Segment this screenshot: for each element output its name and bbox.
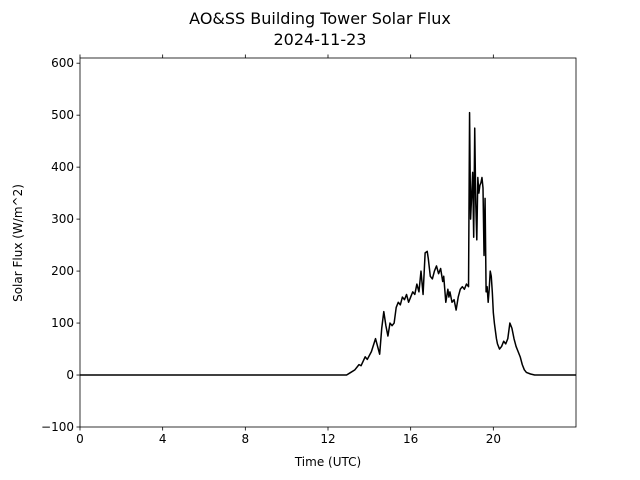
x-axis-label: Time (UTC) xyxy=(294,455,361,469)
x-tick-label: 0 xyxy=(76,432,84,446)
y-tick-label: 400 xyxy=(51,160,74,174)
y-tick-label: 600 xyxy=(51,56,74,70)
chart-subtitle: 2024-11-23 xyxy=(274,30,367,49)
y-tick-label: 100 xyxy=(51,316,74,330)
y-tick-label: 200 xyxy=(51,264,74,278)
x-tick-label: 4 xyxy=(159,432,167,446)
y-tick-label: 500 xyxy=(51,108,74,122)
y-tick-label: 300 xyxy=(51,212,74,226)
x-tick-label: 8 xyxy=(242,432,250,446)
x-tick-label: 16 xyxy=(403,432,418,446)
x-tick-label: 20 xyxy=(486,432,501,446)
y-tick-label: 0 xyxy=(66,368,74,382)
chart-title: AO&SS Building Tower Solar Flux xyxy=(189,9,451,28)
plot-frame xyxy=(79,57,577,428)
y-axis-label: Solar Flux (W/m^2) xyxy=(11,184,25,302)
y-tick-label: −100 xyxy=(41,420,74,434)
x-tick-label: 12 xyxy=(320,432,335,446)
series-line-0 xyxy=(80,111,576,376)
